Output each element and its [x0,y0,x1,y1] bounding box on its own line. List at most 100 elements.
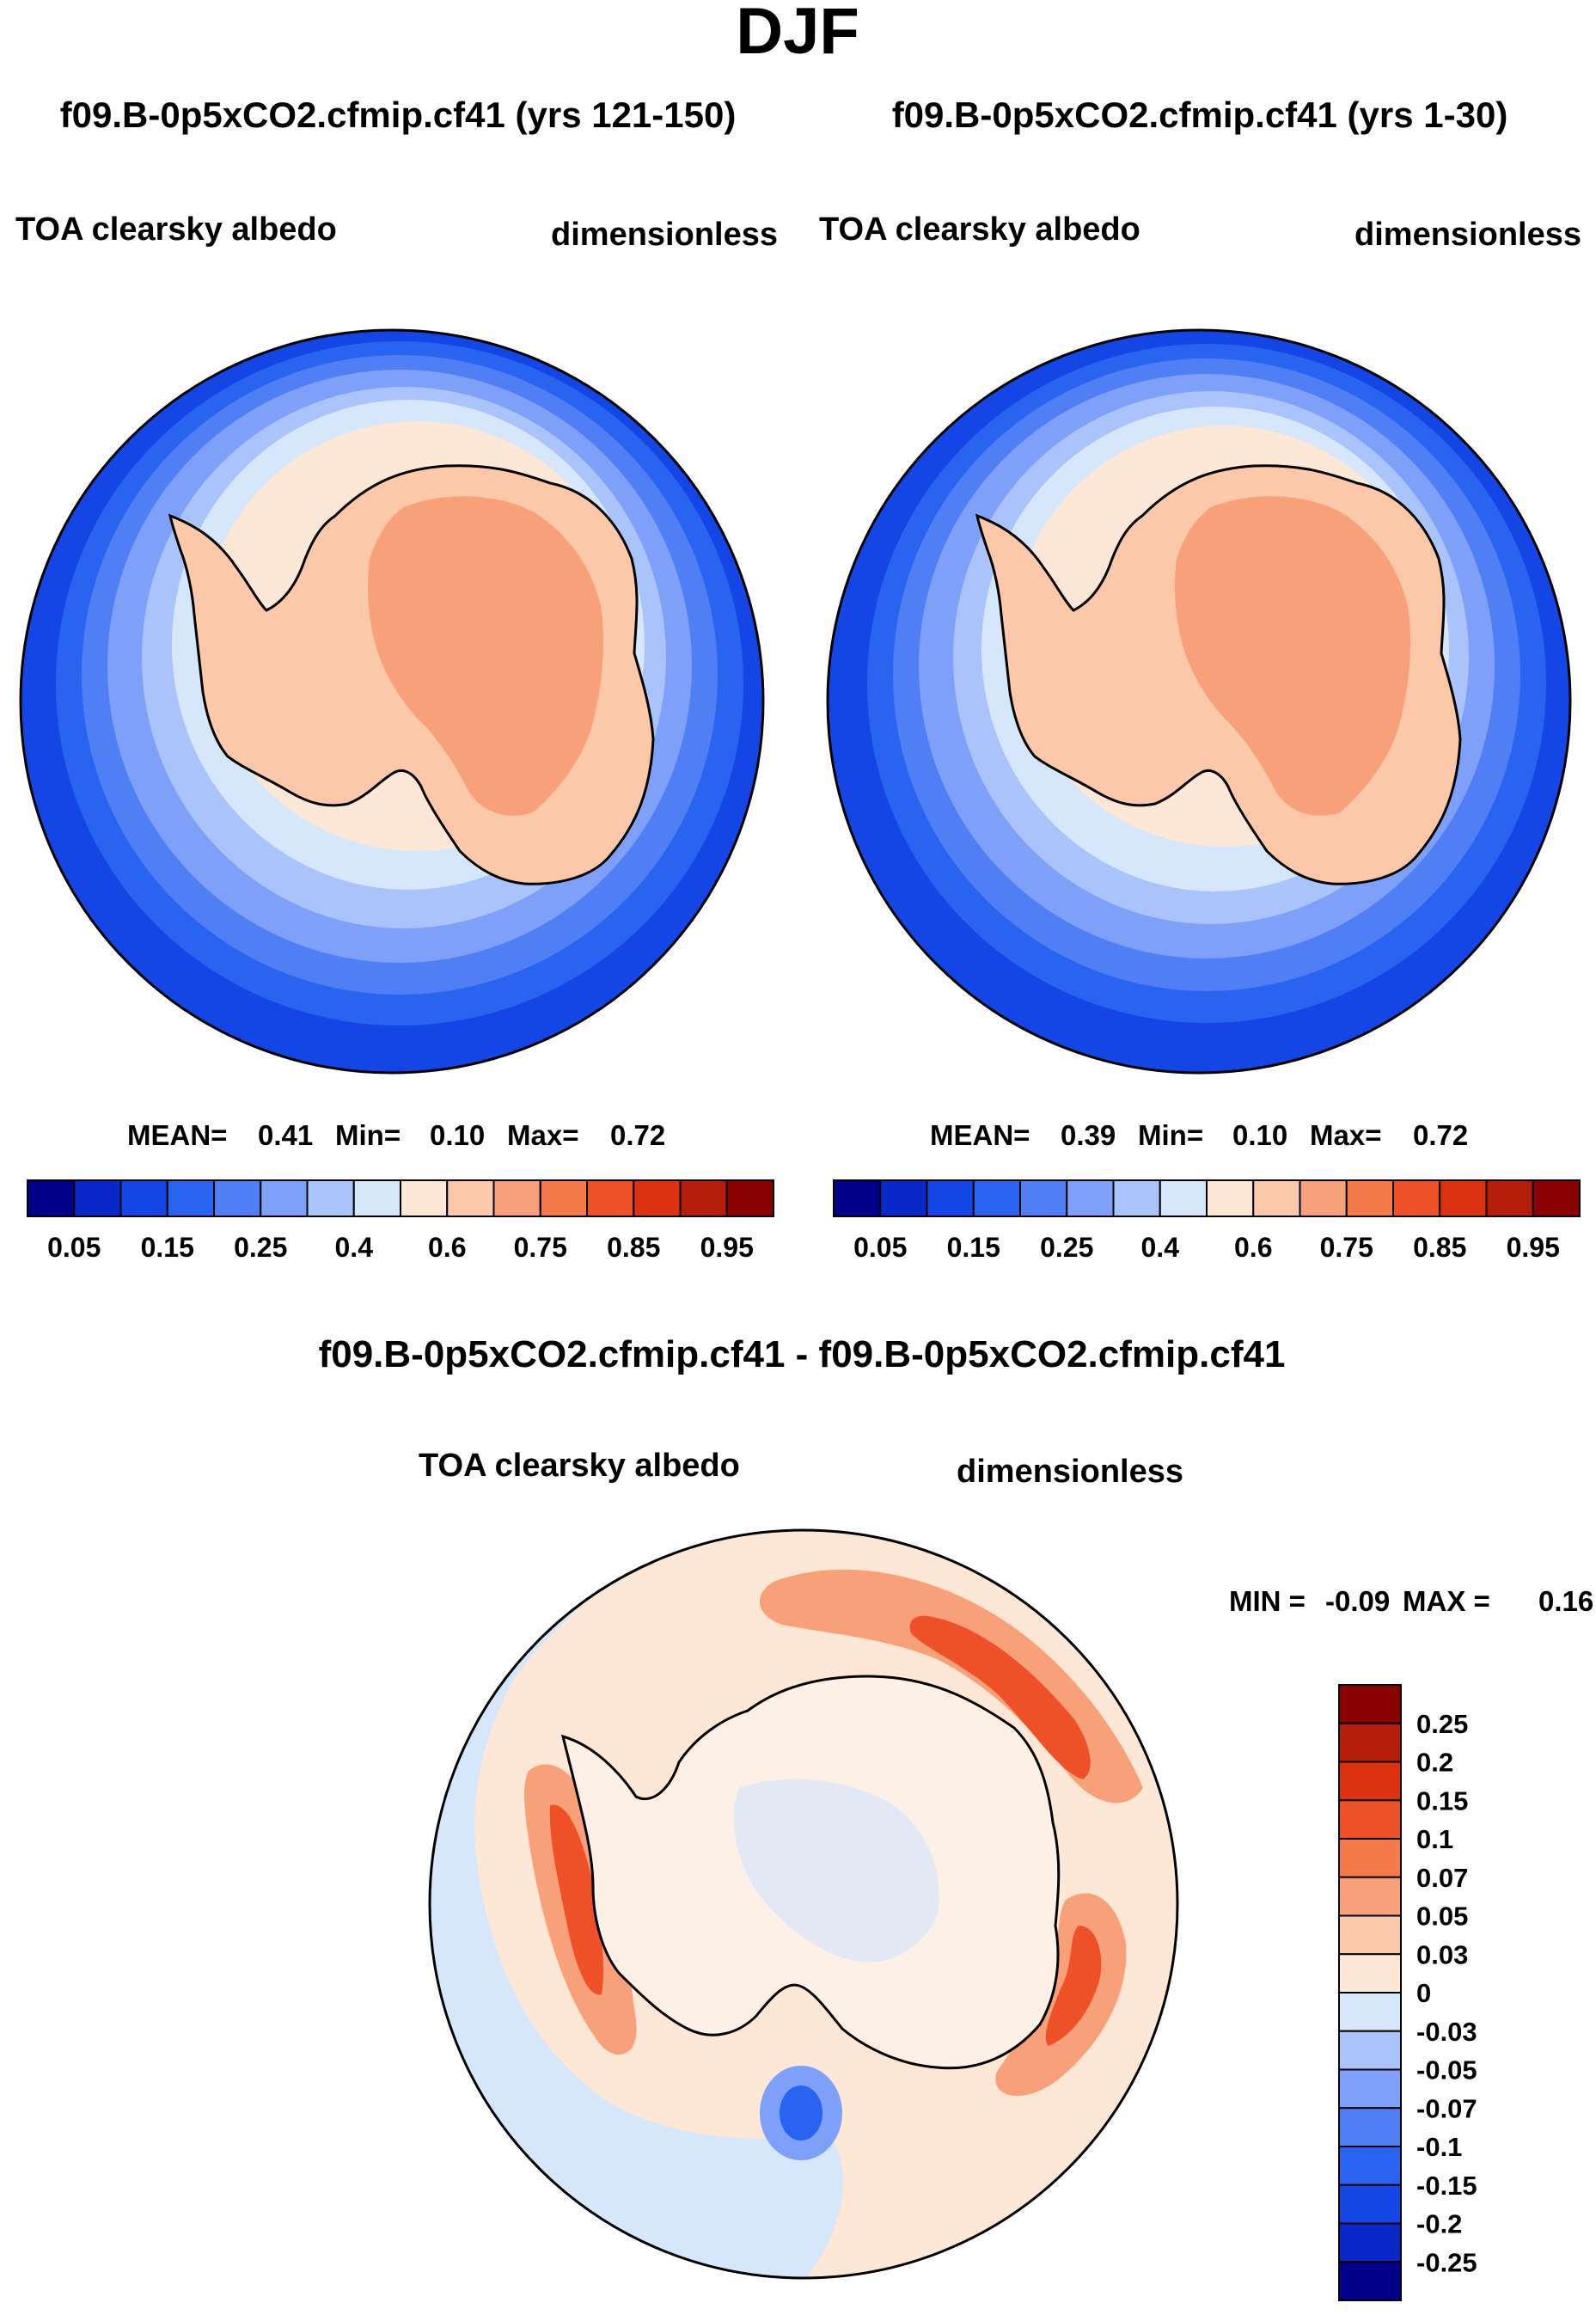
colorbar-swatch [1338,1953,1402,1993]
panel-b-interior [1175,496,1410,816]
colorbar-tick-label: 0.95 [700,1232,754,1263]
colorbar-swatch [1338,2107,1402,2147]
colorbar-swatch [1345,1179,1394,1217]
panel-a-colorbar: 0.05 0.15 0.25 0.4 0.6 0.75 0.85 0.95 [27,1179,774,1263]
panel-b-map [828,330,1570,1073]
colorbar-swatch [1112,1179,1161,1217]
panel-a-map [21,330,763,1073]
colorbar-swatch [879,1179,928,1217]
colorbar-tick-label: 0.4 [1141,1232,1180,1263]
panel-a: f09.B-0p5xCO2.cfmip.cf41 (yrs 121-150) T… [15,95,778,1263]
panel-b-colorbar: 0.05 0.15 0.25 0.4 0.6 0.75 0.85 0.95 [833,1179,1581,1263]
panel-b-case-title: f09.B-0p5xCO2.cfmip.cf41 (yrs 1-30) [892,95,1508,135]
panel-c-units: dimensionless [957,1454,1183,1490]
panel-a-max-label: Max= [507,1119,578,1151]
colorbar-swatch [27,1179,76,1217]
colorbar-swatch [1338,1876,1402,1917]
page-title: DJF [736,0,859,68]
panel-b-stats: MEAN= 0.39 Min= 0.10 Max= 0.72 [930,1119,1468,1151]
panel-c-band-west-core [549,1804,603,1995]
panel-a-units: dimensionless [551,217,778,253]
colorbar-tick-label: -0.15 [1416,2171,1477,2201]
panel-a-map-border [19,328,765,1075]
panel-c-min-label: MIN = [1229,1585,1306,1617]
panel-b: f09.B-0p5xCO2.cfmip.cf41 (yrs 1-30) TOA … [819,95,1581,1263]
panel-b-map-border [826,328,1572,1075]
colorbar-swatch [1338,1799,1402,1840]
colorbar-swatch [1485,1179,1534,1217]
colorbar-tick-label: 0.75 [514,1232,567,1263]
colorbar-swatch [1019,1179,1068,1217]
colorbar-tick-label: 0.6 [428,1232,466,1263]
colorbar-tick-label: 0.05 [1416,1902,1468,1932]
panel-c-case-title: f09.B-0p5xCO2.cfmip.cf41 - f09.B-0p5xCO2… [319,1333,1286,1375]
colorbar-tick-label: 0.4 [335,1232,374,1263]
colorbar-swatch [260,1179,309,1217]
colorbar-swatch [1532,1179,1581,1217]
colorbar-swatch [972,1179,1021,1217]
panel-a-mean-label: MEAN= [127,1119,227,1151]
panel-a-min-label: Min= [335,1119,401,1151]
colorbar-swatch [446,1179,495,1217]
colorbar-tick-label: -0.07 [1416,2093,1477,2123]
panel-b-min-value: 0.10 [1232,1119,1287,1151]
colorbar-swatch [400,1179,449,1217]
colorbar-swatch [633,1179,682,1217]
colorbar-tick-label: 0.85 [1413,1232,1466,1263]
colorbar-swatch [679,1179,728,1217]
panel-b-units: dimensionless [1354,217,1581,253]
panel-c-map [430,1530,1177,2278]
panel-a-max-value: 0.72 [610,1119,665,1151]
colorbar-swatch [1299,1179,1348,1217]
panel-c-continent-negative [733,1779,939,1963]
panel-b-max-value: 0.72 [1413,1119,1468,1151]
panel-c-colorbar: 0.25 0.2 0.15 0.1 0.07 0.05 0.03 0 -0.03 -0.05 -0.… [1338,1684,1477,2301]
colorbar-swatch [213,1179,262,1217]
colorbar-tick-label: 0.75 [1320,1232,1373,1263]
colorbar-tick-label: -0.05 [1416,2055,1477,2085]
colorbar-swatch [492,1179,541,1217]
colorbar-tick-label: 0.95 [1507,1232,1560,1263]
panel-b-min-label: Min= [1138,1119,1203,1151]
colorbar-tick-label: -0.25 [1416,2247,1477,2277]
panel-a-stats: MEAN= 0.41 Min= 0.10 Max= 0.72 [127,1119,665,1151]
colorbar-tick-label: 0.05 [853,1232,907,1263]
colorbar-tick-label: 0.03 [1416,1939,1468,1969]
panel-c-min-value: -0.09 [1325,1585,1390,1617]
colorbar-swatch [1338,2261,1402,2301]
panel-c-band-north-core [909,1615,1091,1779]
colorbar-swatch [166,1179,215,1217]
panel-c-map-border [428,1528,1179,2280]
colorbar-swatch [586,1179,635,1217]
panel-a-min-value: 0.10 [430,1119,485,1151]
colorbar-swatch [1392,1179,1441,1217]
colorbar-swatch [1338,2068,1402,2110]
colorbar-swatch [1066,1179,1115,1217]
panel-c-weddell-inner [780,2085,822,2140]
colorbar-tick-label: -0.03 [1416,2017,1477,2047]
colorbar-tick-label: -0.1 [1416,2132,1462,2162]
panel-b-variable: TOA clearsky albedo [819,211,1140,248]
colorbar-swatch [833,1179,882,1217]
panel-a-variable: TOA clearsky albedo [15,211,337,248]
colorbar-swatch [1338,1992,1402,2032]
panel-a-case-title: f09.B-0p5xCO2.cfmip.cf41 (yrs 121-150) [60,95,737,135]
colorbar-swatch [1338,2183,1402,2225]
colorbar-tick-label: 0.85 [607,1232,660,1263]
colorbar-tick-label: 0.25 [1416,1709,1468,1739]
colorbar-tick-label: 0.15 [947,1232,1000,1263]
colorbar-swatch [1338,1761,1402,1802]
colorbar-swatch [1252,1179,1301,1217]
colorbar-swatch [1338,2146,1402,2186]
panel-c-max-label: MAX = [1403,1585,1490,1617]
colorbar-swatch [1338,1722,1402,1763]
colorbar-tick-label: 0.25 [234,1232,287,1263]
colorbar-tick-label: 0.6 [1234,1232,1272,1263]
colorbar-tick-label: 0 [1416,1978,1431,2008]
panel-a-mean-value: 0.41 [258,1119,313,1151]
colorbar-swatch [1338,1684,1402,1724]
colorbar-tick-label: 0.2 [1416,1748,1453,1778]
panel-c-band-east-core [1045,1926,1102,2046]
colorbar-swatch [1338,1914,1402,1956]
